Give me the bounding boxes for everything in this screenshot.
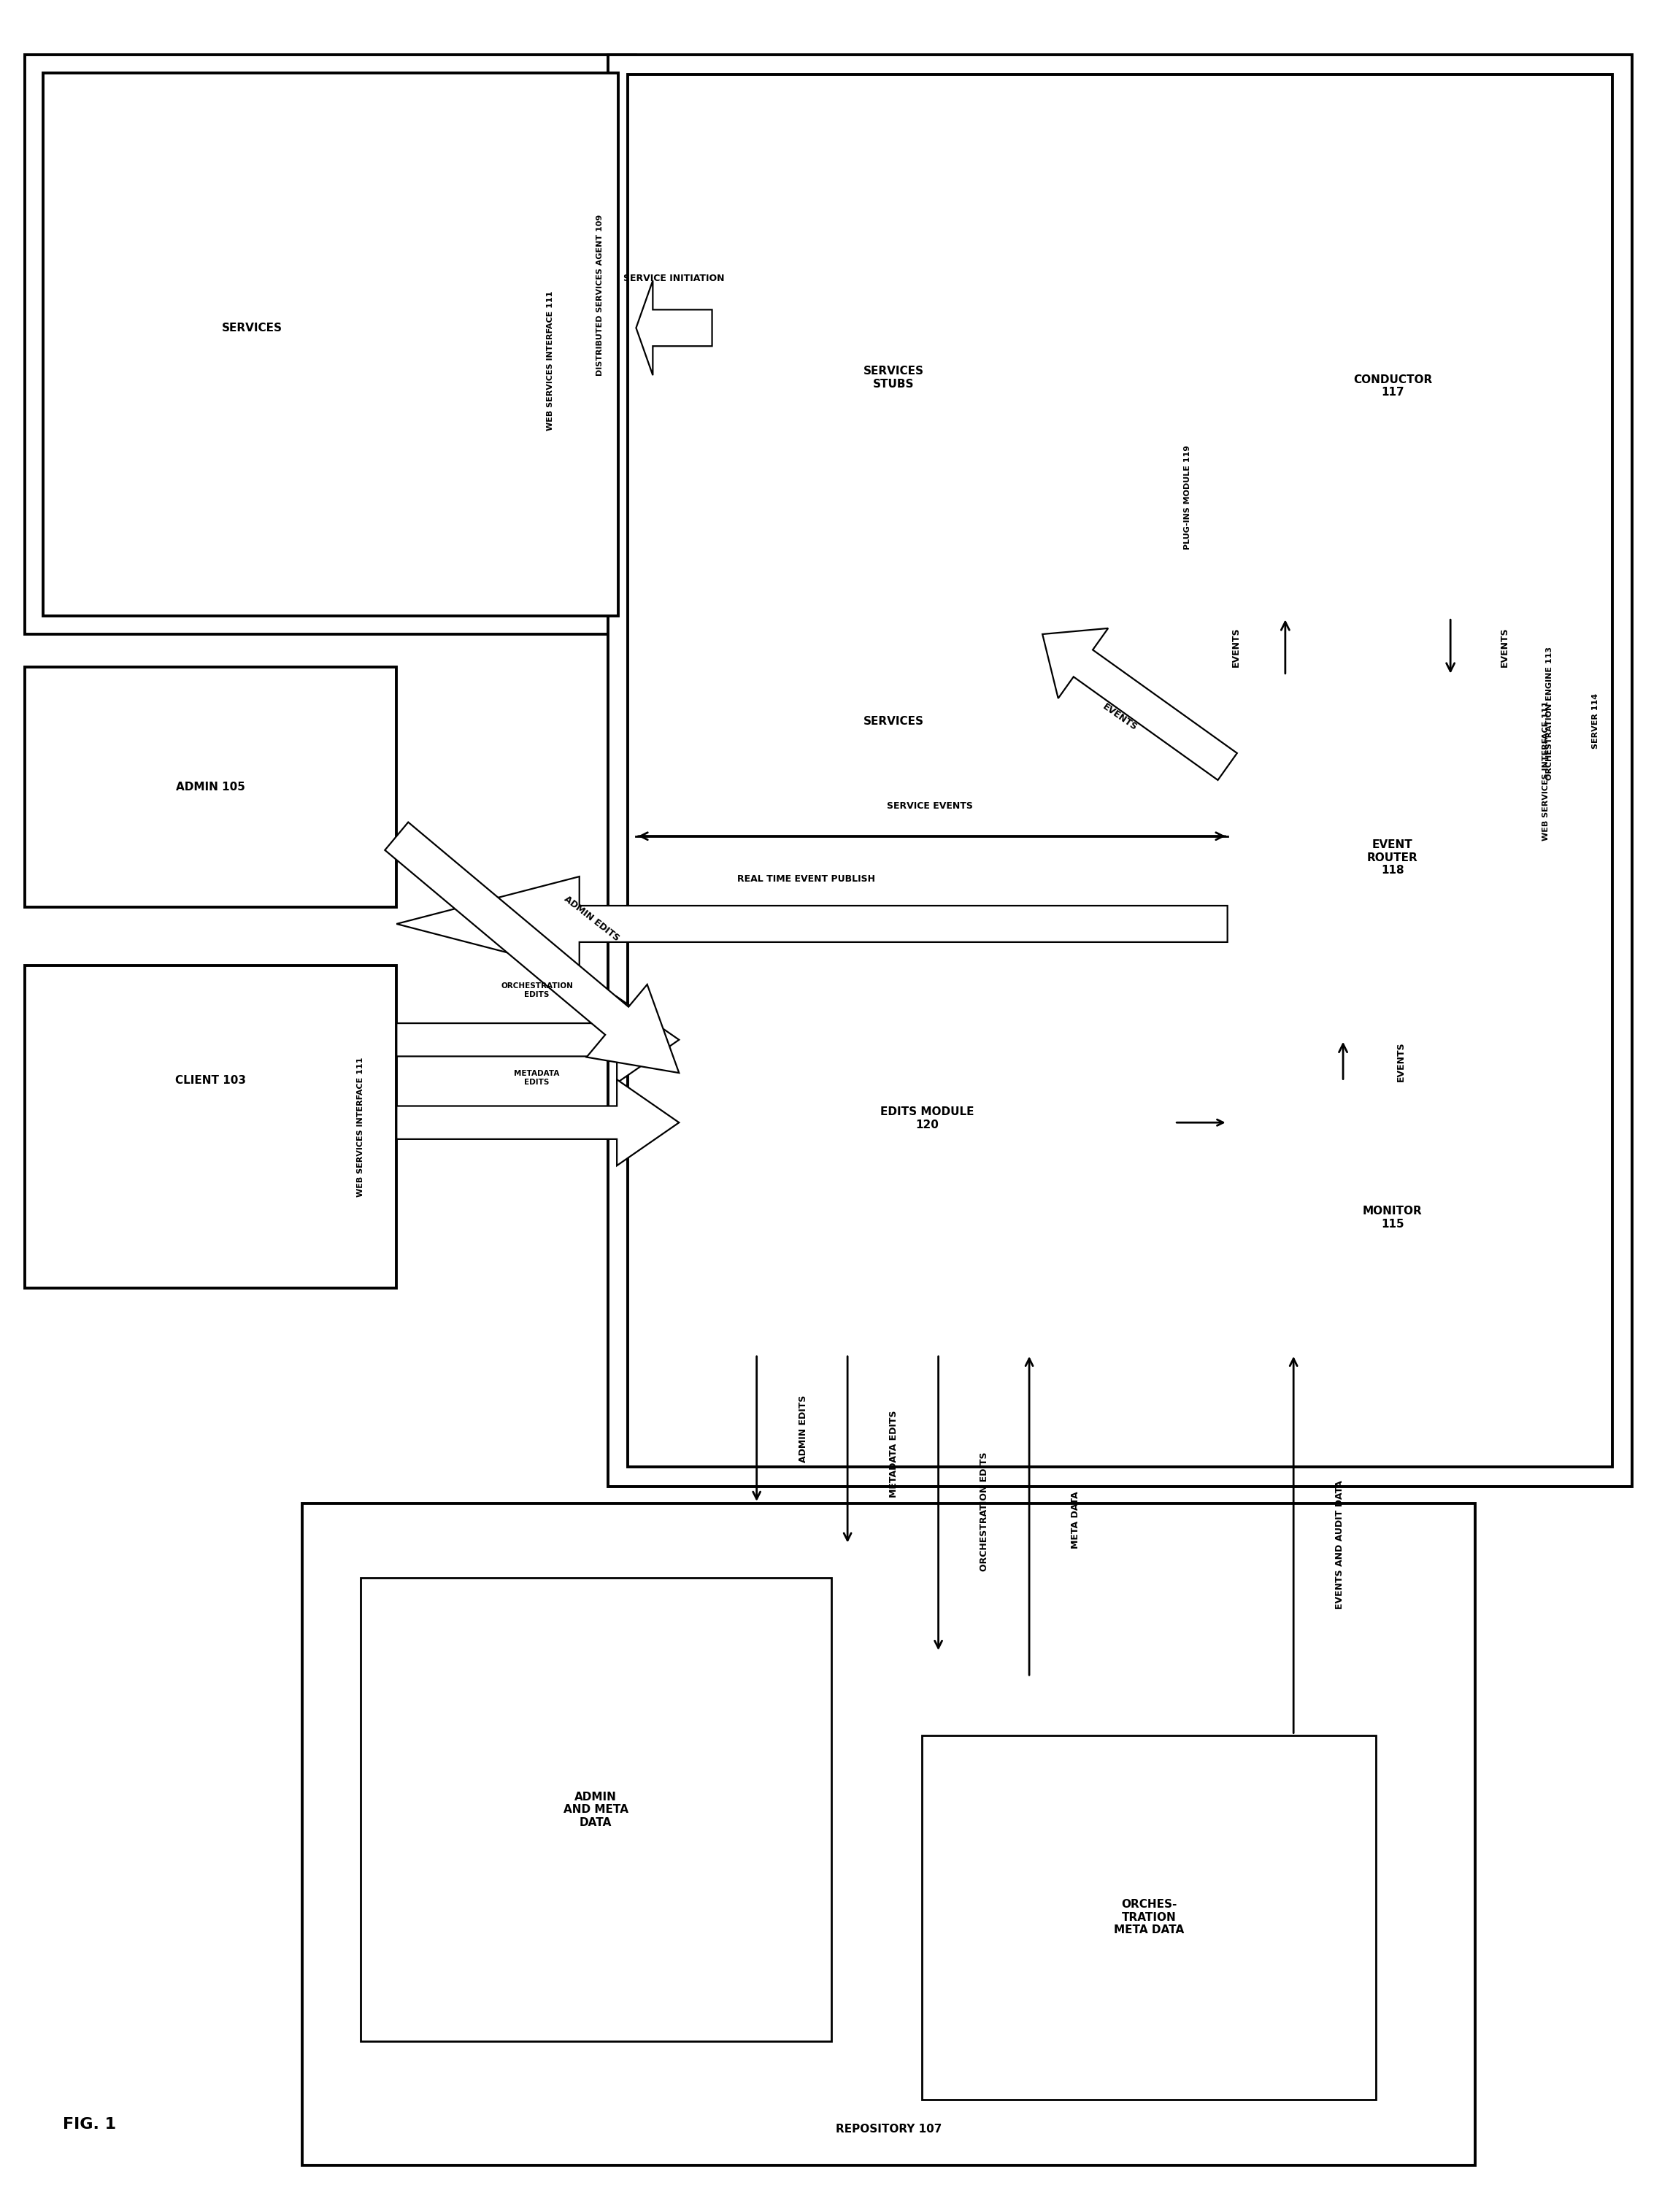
Text: SERVICES: SERVICES [864, 717, 924, 726]
Bar [1228, 155, 1557, 617]
Bar [91, 161, 414, 493]
Text: ORCHESTRATION EDITS: ORCHESTRATION EDITS [981, 1451, 989, 1571]
Bar [628, 75, 1612, 1467]
Bar [302, 1504, 1476, 2166]
Text: META DATA: META DATA [1070, 1491, 1080, 1548]
Text: METADATA EDITS: METADATA EDITS [889, 1409, 899, 1498]
Text: ADMIN EDITS: ADMIN EDITS [798, 1396, 808, 1462]
Text: CLIENT 103: CLIENT 103 [175, 1075, 246, 1086]
Bar [1228, 1082, 1557, 1354]
Text: PLUG-INS MODULE 119: PLUG-INS MODULE 119 [1183, 445, 1192, 551]
Bar [711, 188, 1075, 568]
FancyArrow shape [397, 876, 1228, 971]
Bar [711, 608, 1075, 834]
Text: EVENTS: EVENTS [1232, 628, 1240, 668]
Text: EVENT
ROUTER
118: EVENT ROUTER 118 [1368, 841, 1418, 876]
Bar [608, 55, 1632, 1486]
Text: DISTRIBUTED SERVICES AGENT 109: DISTRIBUTED SERVICES AGENT 109 [597, 215, 603, 376]
Bar [680, 883, 1175, 1354]
FancyArrow shape [637, 281, 711, 376]
Bar [922, 1734, 1376, 2099]
Text: SERVICE EVENTS: SERVICE EVENTS [888, 801, 974, 812]
Text: SERVICE INITIATION: SERVICE INITIATION [623, 274, 725, 283]
FancyArrow shape [386, 823, 680, 1073]
Text: SERVICES: SERVICES [221, 323, 283, 334]
FancyArrow shape [397, 1079, 680, 1166]
Text: SERVICES
STUBS: SERVICES STUBS [864, 365, 924, 389]
Bar [25, 964, 397, 1287]
Text: MONITOR
115: MONITOR 115 [1363, 1206, 1423, 1230]
Text: WEB SERVICES INTERFACE 111: WEB SERVICES INTERFACE 111 [357, 1057, 364, 1197]
Text: CONDUCTOR
117: CONDUCTOR 117 [1353, 374, 1433, 398]
Text: EVENTS AND AUDIT DATA: EVENTS AND AUDIT DATA [1335, 1480, 1345, 1608]
Text: ORCHESTRATION
EDITS: ORCHESTRATION EDITS [500, 982, 573, 998]
Text: ADMIN 105: ADMIN 105 [176, 781, 246, 792]
Text: SERVER 114: SERVER 114 [1592, 692, 1599, 750]
Text: WEB SERVICES INTERFACE 111: WEB SERVICES INTERFACE 111 [1542, 701, 1551, 841]
FancyArrow shape [1042, 628, 1237, 781]
Text: EVENTS: EVENTS [1396, 1042, 1406, 1082]
Text: EDITS MODULE
120: EDITS MODULE 120 [879, 1106, 974, 1130]
Text: ADMIN EDITS: ADMIN EDITS [562, 894, 622, 942]
Bar [680, 146, 1225, 849]
Bar [361, 1577, 831, 2042]
Bar [653, 102, 1586, 1442]
Text: ADMIN
AND META
DATA: ADMIN AND META DATA [563, 1792, 628, 1827]
Bar [1228, 675, 1557, 1040]
Text: ORCHESTRATION ENGINE 113: ORCHESTRATION ENGINE 113 [1546, 646, 1554, 781]
Text: FIG. 1: FIG. 1 [63, 2117, 116, 2132]
Bar [43, 73, 618, 615]
Text: REAL TIME EVENT PUBLISH: REAL TIME EVENT PUBLISH [738, 874, 876, 885]
Bar [25, 55, 637, 635]
Text: ORCHES-
TRATION
META DATA: ORCHES- TRATION META DATA [1114, 1900, 1183, 1936]
Bar [25, 668, 397, 907]
Text: EVENTS: EVENTS [1501, 628, 1509, 668]
FancyArrow shape [397, 998, 680, 1084]
Text: WEB SERVICES INTERFACE 111: WEB SERVICES INTERFACE 111 [547, 292, 553, 431]
Text: METADATA
EDITS: METADATA EDITS [514, 1071, 560, 1086]
Text: REPOSITORY 107: REPOSITORY 107 [836, 2124, 942, 2135]
Text: EVENTS: EVENTS [1100, 701, 1138, 732]
